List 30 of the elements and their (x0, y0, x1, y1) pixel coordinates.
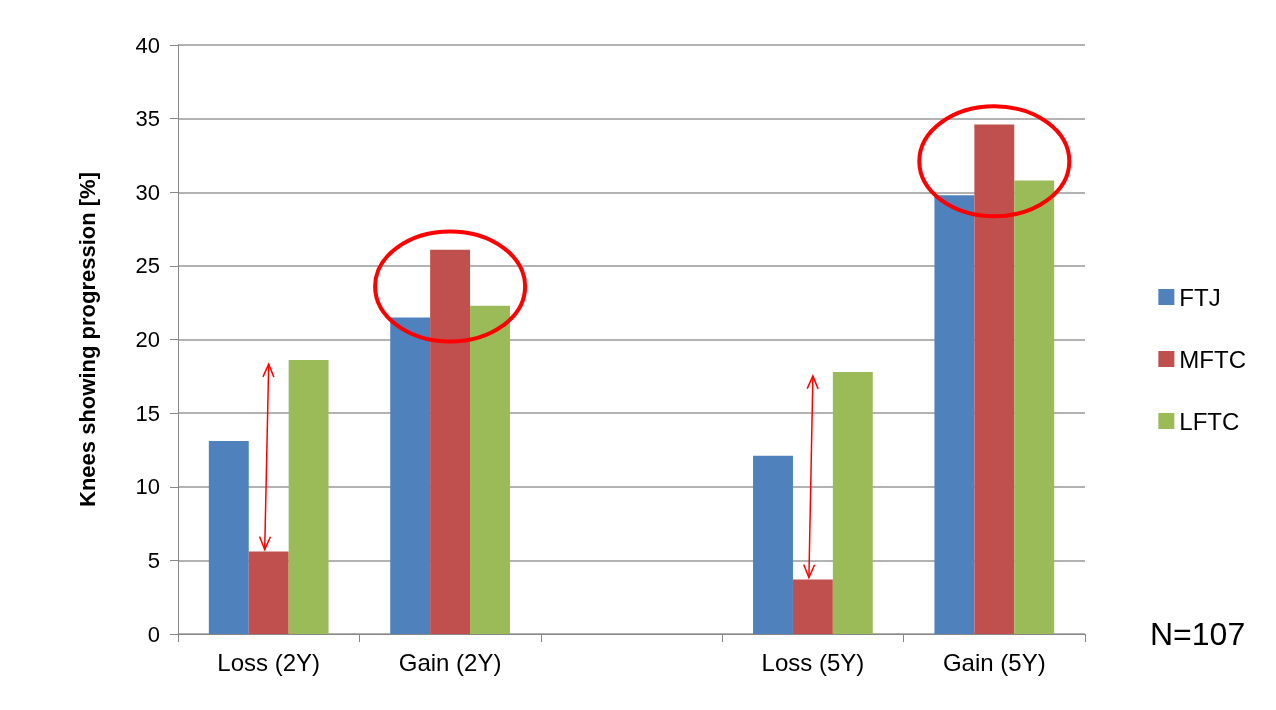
legend-label: FTJ (1179, 283, 1221, 311)
bar (248, 551, 289, 634)
y-tick-label: 20 (135, 327, 160, 352)
bar (390, 317, 431, 634)
bar (974, 124, 1015, 634)
y-tick-label: 30 (135, 179, 160, 205)
y-tick-label: 35 (135, 106, 160, 132)
legend-label: MFTC (1179, 345, 1247, 373)
legend-label: LFTC (1179, 407, 1240, 435)
bar (832, 371, 873, 634)
y-tick-label: 25 (135, 253, 160, 279)
text: N=107 (1150, 616, 1246, 653)
y-axis-title: Knees showing progression [%] (74, 172, 100, 507)
bar (934, 195, 975, 634)
y-tick-label: 5 (147, 547, 160, 573)
y-tick-label: 40 (135, 32, 160, 58)
x-tick-label: Loss (2Y) (217, 648, 321, 676)
bar (288, 360, 329, 634)
y-tick-label: 10 (135, 474, 160, 500)
x-tick-label: Loss (5Y) (761, 648, 865, 676)
y-tick-label: 15 (135, 400, 160, 426)
bar (470, 305, 510, 634)
bar (792, 579, 833, 634)
bar (208, 441, 249, 634)
x-tick-label: Gain (2Y) (398, 648, 502, 676)
bar (1014, 180, 1055, 634)
x-tick-label: Gain (5Y) (942, 648, 1046, 676)
bar (430, 249, 471, 634)
bar (753, 455, 793, 634)
y-tick-label: 0 (147, 621, 160, 647)
